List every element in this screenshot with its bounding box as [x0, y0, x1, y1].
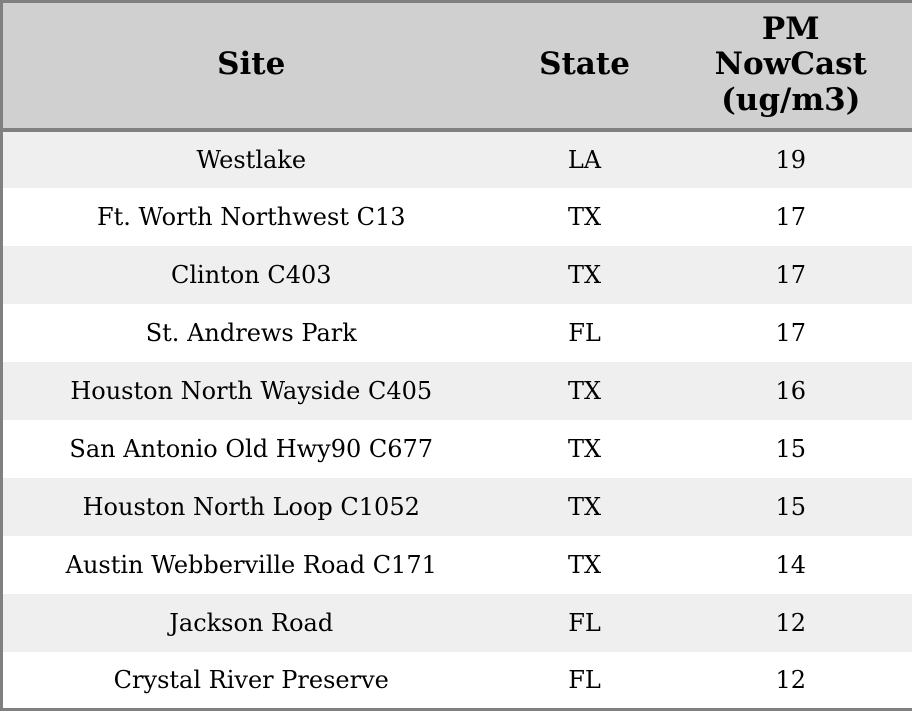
- pm-value-cell: 17: [669, 245, 912, 304]
- table-row: Ft. Worth Northwest C13 TX 17: [1, 187, 912, 246]
- column-header-site: Site: [1, 1, 500, 132]
- site-cell: Austin Webberville Road C171: [1, 535, 500, 594]
- state-cell: FL: [499, 303, 670, 362]
- state-cell: LA: [499, 129, 670, 188]
- column-header-pm-nowcast: PM NowCast (ug/m3): [669, 1, 912, 132]
- state-cell: TX: [499, 535, 670, 594]
- table-row: Jackson Road FL 12: [1, 593, 912, 652]
- table-row: Houston North Wayside C405 TX 16: [1, 361, 912, 420]
- table-row: Clinton C403 TX 17: [1, 245, 912, 304]
- site-cell: Jackson Road: [1, 593, 500, 652]
- site-cell: Houston North Loop C1052: [1, 477, 500, 536]
- pm-value-cell: 16: [669, 361, 912, 420]
- pm-value-cell: 15: [669, 419, 912, 478]
- site-cell: Houston North Wayside C405: [1, 361, 500, 420]
- pm-value-cell: 17: [669, 303, 912, 362]
- table-row: Crystal River Preserve FL 12: [1, 651, 912, 710]
- pm-value-cell: 12: [669, 593, 912, 652]
- state-cell: TX: [499, 419, 670, 478]
- site-cell: Westlake: [1, 129, 500, 188]
- pm-value-cell: 12: [669, 651, 912, 710]
- table-row: Houston North Loop C1052 TX 15: [1, 477, 912, 536]
- column-header-state: State: [499, 1, 670, 132]
- site-cell: Clinton C403: [1, 245, 500, 304]
- table-row: San Antonio Old Hwy90 C677 TX 15: [1, 419, 912, 478]
- site-cell: St. Andrews Park: [1, 303, 500, 362]
- state-cell: TX: [499, 477, 670, 536]
- state-cell: TX: [499, 361, 670, 420]
- state-cell: FL: [499, 651, 670, 710]
- table-row: Westlake LA 19: [1, 129, 912, 188]
- table-body: Westlake LA 19 Ft. Worth Northwest C13 T…: [1, 129, 912, 710]
- state-cell: TX: [499, 245, 670, 304]
- state-cell: FL: [499, 593, 670, 652]
- site-cell: Ft. Worth Northwest C13: [1, 187, 500, 246]
- table-row: Austin Webberville Road C171 TX 14: [1, 535, 912, 594]
- header-row: Site State PM NowCast (ug/m3): [1, 1, 912, 132]
- pm-value-cell: 17: [669, 187, 912, 246]
- pm-value-cell: 14: [669, 535, 912, 594]
- table-row: St. Andrews Park FL 17: [1, 303, 912, 362]
- site-cell: San Antonio Old Hwy90 C677: [1, 419, 500, 478]
- table-header: Site State PM NowCast (ug/m3): [1, 1, 912, 132]
- site-cell: Crystal River Preserve: [1, 651, 500, 710]
- pm-value-cell: 15: [669, 477, 912, 536]
- state-cell: TX: [499, 187, 670, 246]
- pm-value-cell: 19: [669, 129, 912, 188]
